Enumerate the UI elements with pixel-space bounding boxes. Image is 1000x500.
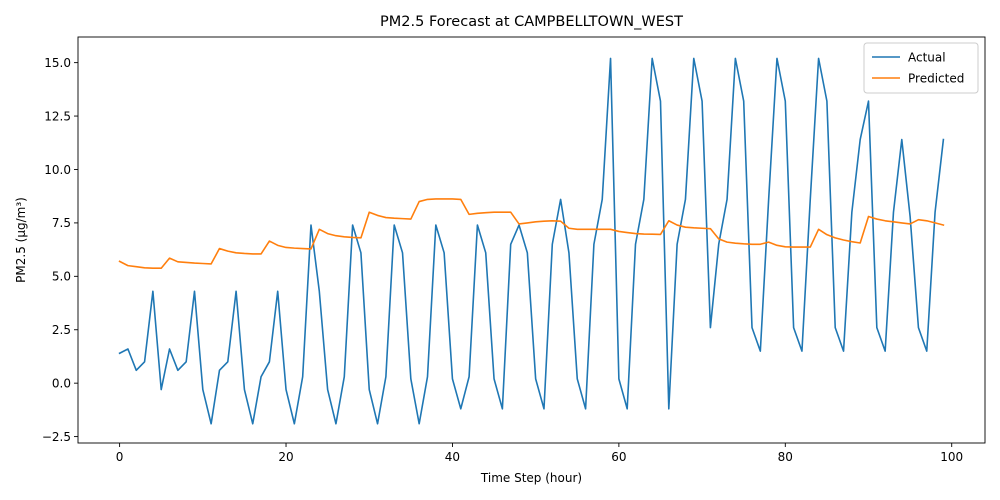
x-tick-label: 80 (778, 450, 793, 464)
y-axis-ticks: −2.5 0.0 2.5 5.0 7.5 10.0 12.5 15.0 (42, 56, 78, 444)
y-tick-label: 7.5 (52, 216, 71, 230)
y-tick-label: 5.0 (52, 270, 71, 284)
y-tick-label: 15.0 (44, 56, 71, 70)
y-tick-label: 12.5 (44, 109, 71, 123)
legend-label-actual: Actual (908, 50, 946, 64)
y-tick-label: −2.5 (42, 430, 71, 444)
series-line-predicted (118, 198, 945, 270)
x-tick-label: 60 (611, 450, 626, 464)
x-tick-label: 100 (940, 450, 963, 464)
legend-box (863, 42, 979, 94)
legend: Actual Predicted (863, 42, 979, 94)
x-tick-label: 0 (116, 450, 124, 464)
y-tick-label: 0.0 (52, 376, 71, 390)
plot-area (78, 37, 985, 443)
legend-label-predicted: Predicted (908, 71, 964, 85)
series-line-actual (118, 57, 945, 425)
x-axis-ticks: 0 20 40 60 80 100 (116, 443, 963, 464)
x-tick-label: 20 (278, 450, 293, 464)
x-axis-label: Time Step (hour) (480, 471, 582, 485)
series-layer (118, 57, 945, 425)
y-tick-label: 2.5 (52, 323, 71, 337)
y-tick-label: 10.0 (44, 163, 71, 177)
plot-frame (77, 36, 986, 444)
chart-title: PM2.5 Forecast at CAMPBELLTOWN_WEST (380, 14, 683, 30)
x-tick-label: 40 (445, 450, 460, 464)
y-axis-label: PM2.5 (µg/m³) (14, 197, 28, 283)
